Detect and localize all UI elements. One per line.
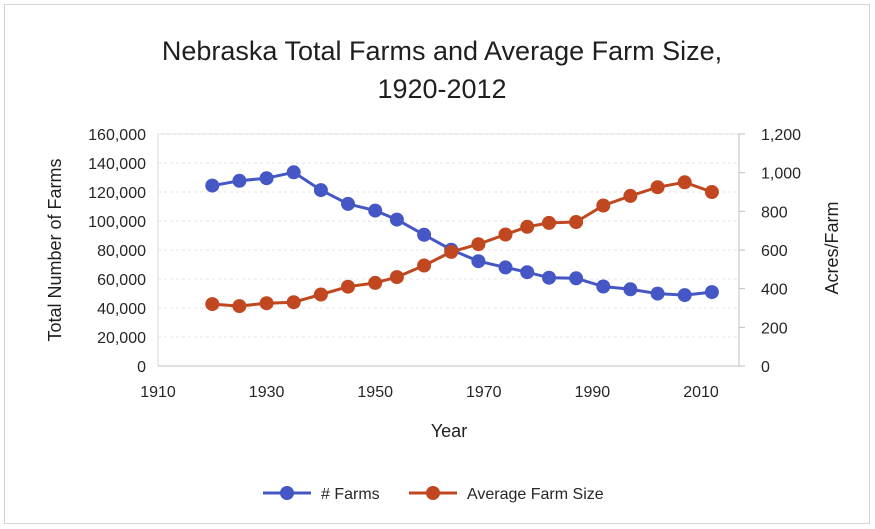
series-points [205, 165, 719, 314]
data-point-average-farm-size [417, 258, 432, 273]
legend-marker-farms [280, 486, 294, 500]
y-tick-label-left: 100,000 [88, 214, 146, 231]
data-point-farms [232, 173, 247, 188]
y-tick-label-left: 20,000 [97, 330, 146, 347]
y-tick-label-right: 200 [761, 320, 788, 337]
data-point-farms [677, 288, 692, 303]
data-point-farms [286, 165, 301, 180]
y-tick-label-left: 140,000 [88, 156, 146, 173]
data-point-average-farm-size [341, 279, 355, 294]
x-axis-title: Year [431, 421, 467, 441]
y-tick-label-left: 120,000 [88, 185, 146, 202]
data-point-average-farm-size [259, 296, 274, 311]
data-point-farms [498, 260, 513, 275]
data-point-farms [259, 171, 274, 186]
data-point-farms [704, 285, 719, 300]
data-point-average-farm-size [471, 237, 486, 252]
data-point-average-farm-size [368, 275, 383, 290]
data-point-farms [569, 271, 584, 286]
data-point-average-farm-size [205, 297, 220, 312]
legend-label-average-farm-size: Average Farm Size [467, 486, 604, 503]
series-lines [212, 170, 713, 308]
data-point-average-farm-size [623, 188, 638, 203]
data-point-average-farm-size [569, 215, 584, 229]
chart-canvas: Nebraska Total Farms and Average Farm Si… [45, 36, 842, 503]
y-tick-label-right: 1,000 [761, 166, 801, 183]
y-tick-label-right: 0 [761, 359, 770, 376]
y-tick-label-left: 80,000 [97, 243, 146, 260]
x-tick-label: 1910 [140, 384, 176, 401]
data-point-average-farm-size [650, 180, 665, 195]
legend-marker-average-farm-size [426, 486, 440, 500]
chart-title-line-2: 1920-2012 [377, 74, 506, 104]
data-point-average-farm-size [498, 227, 513, 242]
data-point-average-farm-size [389, 270, 404, 285]
data-point-farms [205, 178, 220, 193]
data-point-farms [368, 203, 383, 218]
chart-title-line-1: Nebraska Total Farms and Average Farm Si… [162, 36, 722, 66]
tick-labels: 0 20,000 40,000 60,000 80,000 100,000 120,000 1… [88, 127, 801, 401]
data-point-farms [389, 212, 404, 227]
x-tick-label: 1930 [249, 384, 285, 401]
data-point-average-farm-size [313, 287, 328, 302]
data-point-average-farm-size [704, 185, 719, 199]
data-point-farms [623, 282, 638, 297]
y-tick-label-left: 40,000 [97, 301, 146, 318]
legend-label-farms: # Farms [321, 486, 380, 503]
legend-item-farms: # Farms [263, 486, 380, 503]
x-tick-label: 2010 [683, 384, 719, 401]
data-point-farms [520, 265, 535, 280]
x-tick-label: 1950 [357, 384, 393, 401]
y-tick-label-right: 1,200 [761, 127, 801, 144]
legend: # Farms Average Farm Size [263, 486, 604, 503]
data-point-average-farm-size [520, 219, 535, 234]
x-tick-label: 1990 [575, 384, 611, 401]
y-tick-label-right: 400 [761, 282, 788, 299]
data-point-farms [417, 227, 432, 242]
data-point-average-farm-size [596, 198, 611, 213]
data-point-average-farm-size [542, 215, 556, 230]
legend-item-average-farm-size: Average Farm Size [409, 486, 604, 503]
chart-frame: Nebraska Total Farms and Average Farm Si… [4, 4, 870, 524]
data-point-farms [471, 254, 486, 269]
y-tick-label-right: 800 [761, 204, 788, 221]
data-point-farms [542, 270, 556, 285]
series-line-farms [212, 170, 713, 297]
y-axis-left-title: Total Number of Farms [45, 158, 65, 341]
data-point-farms [313, 183, 328, 198]
data-point-average-farm-size [286, 295, 301, 310]
data-point-average-farm-size [232, 299, 247, 314]
y-tick-label-left: 0 [137, 359, 146, 376]
data-point-average-farm-size [444, 244, 459, 259]
data-point-farms [596, 279, 611, 294]
y-axis-right-title: Acres/Farm [822, 201, 842, 294]
data-point-average-farm-size [677, 175, 692, 190]
axes [158, 133, 745, 367]
data-point-farms [341, 196, 355, 211]
y-tick-label-right: 600 [761, 243, 788, 260]
x-tick-label: 1970 [466, 384, 502, 401]
y-tick-label-left: 60,000 [97, 272, 146, 289]
y-tick-label-left: 160,000 [88, 127, 146, 144]
gridlines [158, 133, 739, 338]
data-point-farms [650, 286, 665, 301]
